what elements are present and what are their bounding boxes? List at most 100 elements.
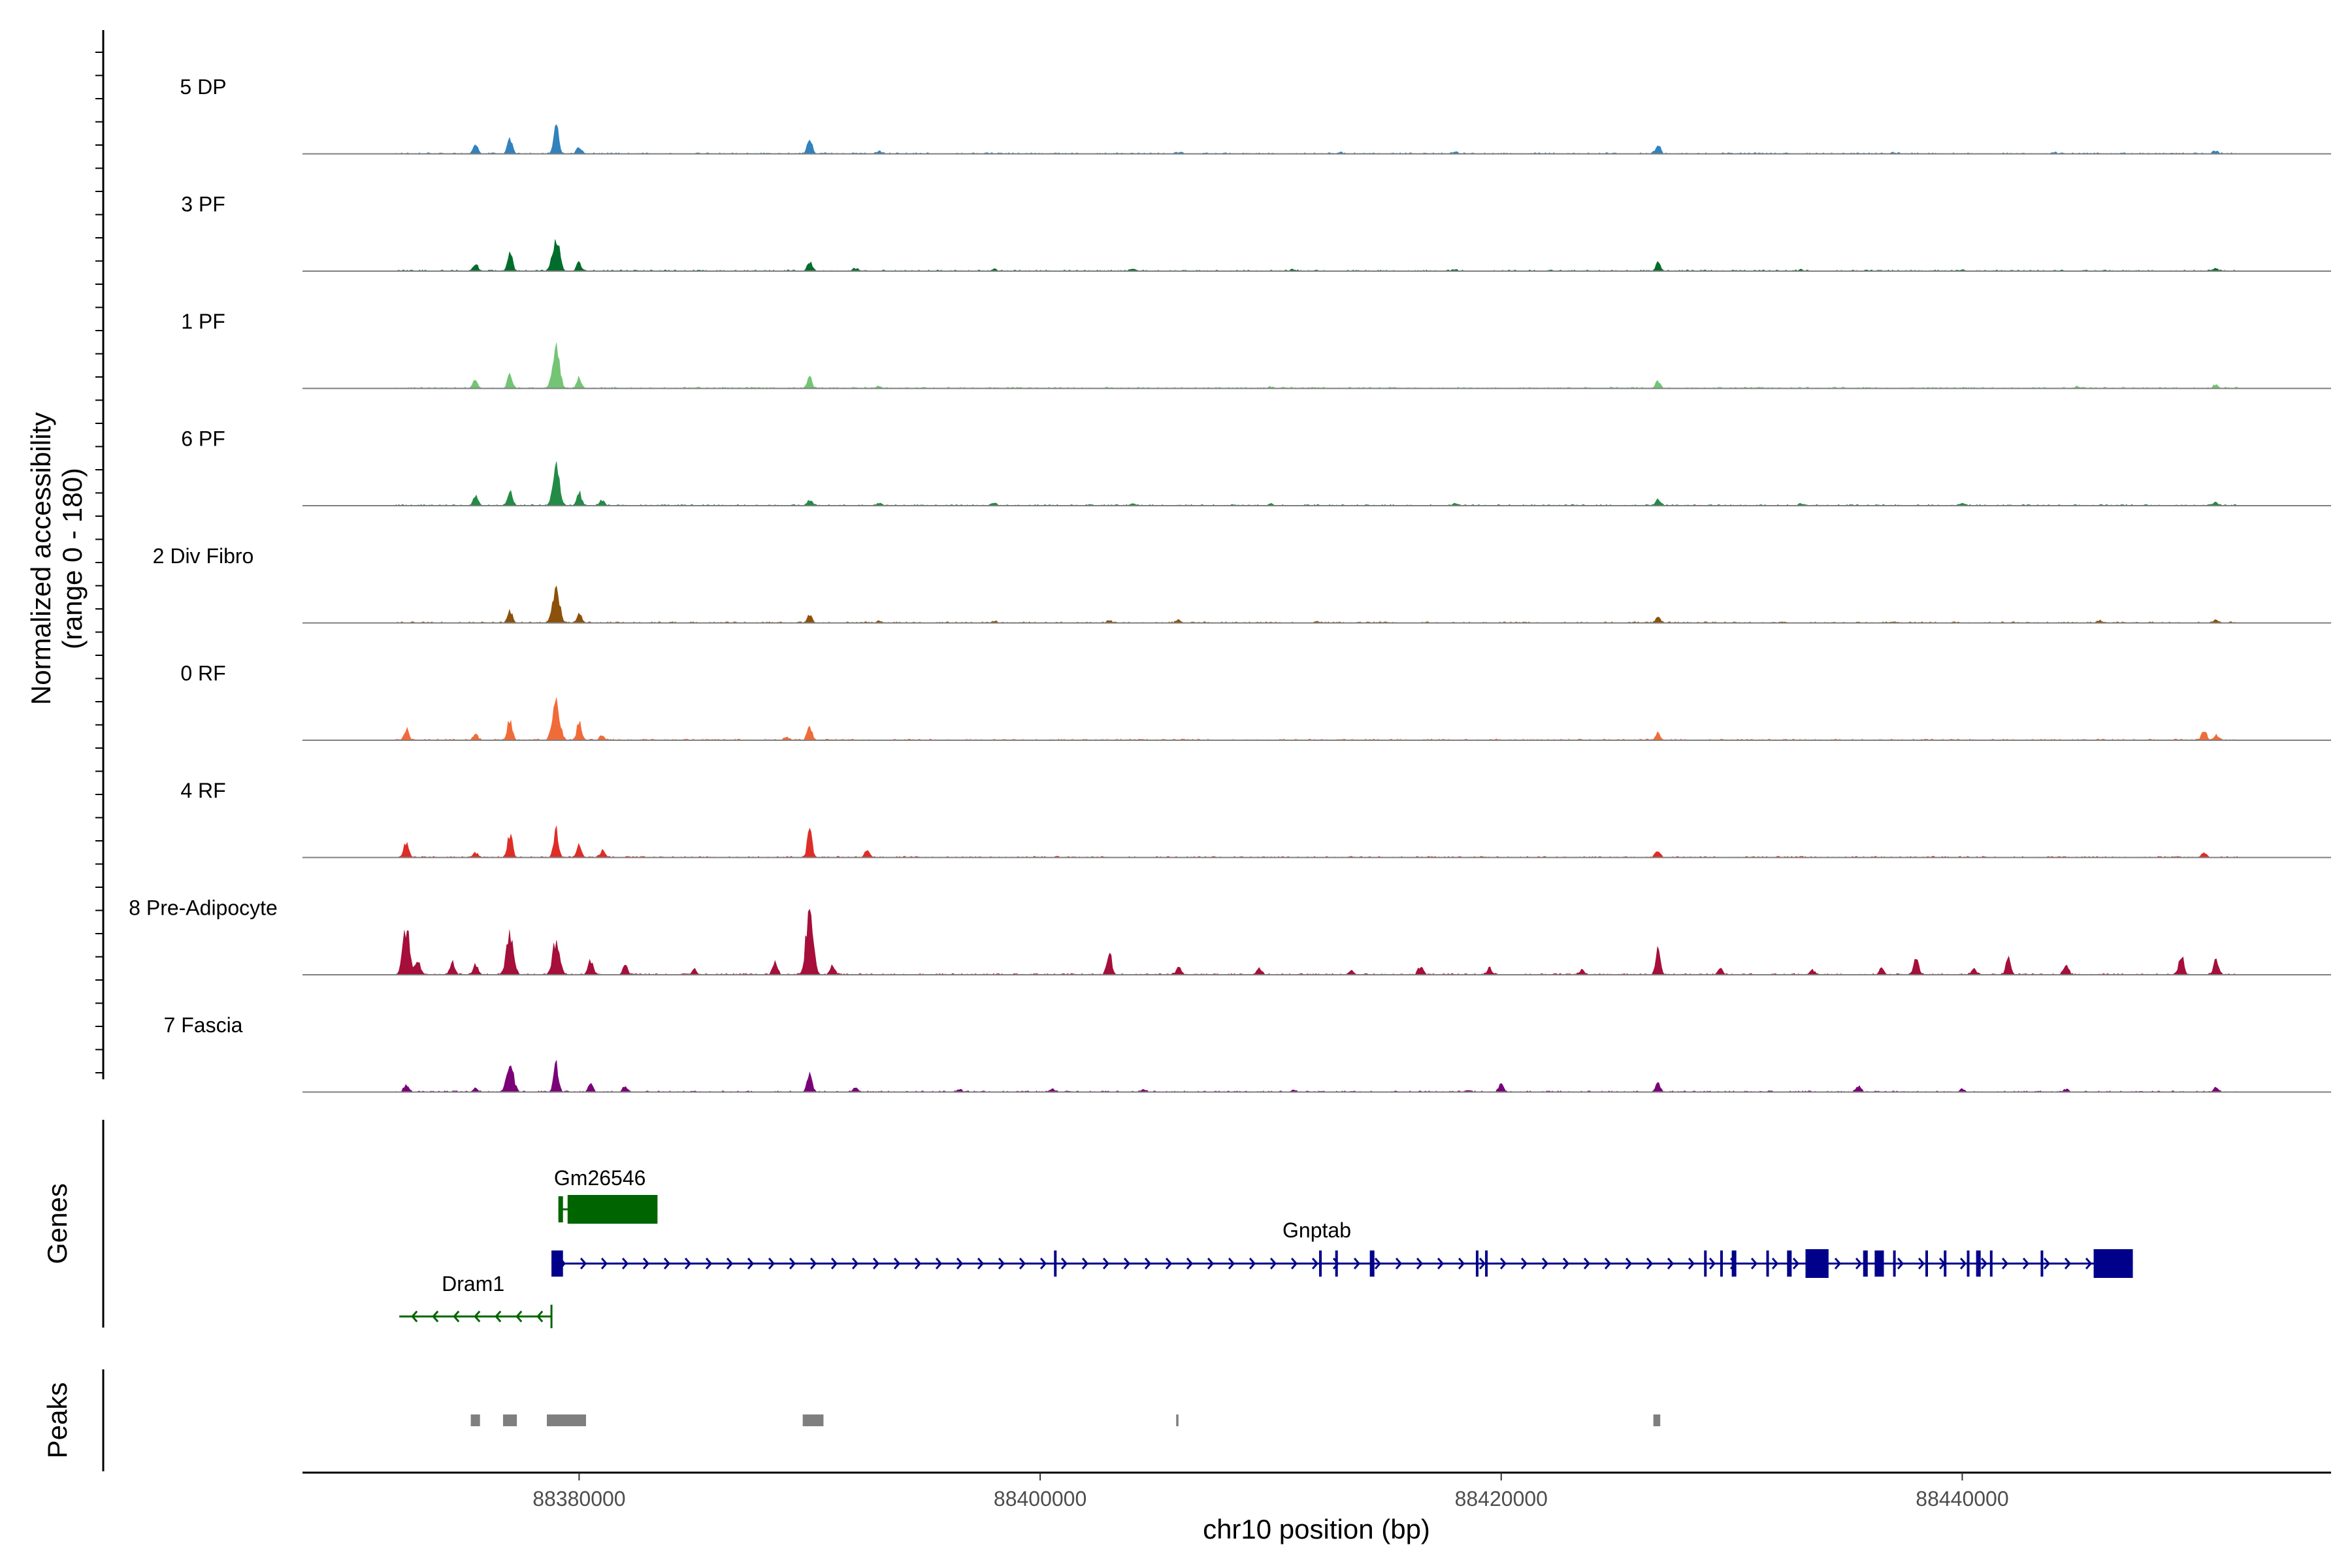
coverage-y-ticks [95,52,103,1073]
coverage-area [395,585,2239,623]
strand-chevron [515,1311,523,1322]
strand-chevron [1458,1258,1465,1269]
strand-chevron [872,1258,880,1269]
gene-exon [1054,1250,1057,1277]
track-label: 1 PF [181,310,225,333]
strand-chevron [1520,1258,1528,1269]
strand-chevron [809,1258,817,1269]
gene-exon [1893,1250,1896,1277]
strand-chevron [2022,1258,2030,1269]
gene-exon [1485,1250,1488,1277]
strand-chevron [474,1311,481,1322]
peaks-panel-label: Peaks [42,1382,73,1459]
gene-exon [1944,1250,1947,1277]
genes-panel-label: Genes [42,1183,73,1264]
strand-chevron [1541,1258,1549,1269]
track-label: 8 Pre-Adipocyte [129,896,278,920]
strand-chevron [977,1258,985,1269]
strand-chevron [956,1258,964,1269]
track-4-rf: 4 RF [180,779,2331,858]
strand-chevron [1897,1258,1904,1269]
track-label: 3 PF [181,193,225,216]
gene-exon [1766,1250,1769,1277]
gene-label: Dram1 [442,1272,504,1296]
peak-region [1176,1414,1179,1426]
strand-chevron [1834,1258,1842,1269]
coverage-tracks: 5 DP 3 PF 1 PF 6 PF 2 Div Fibro 0 RF 4 RF 8 Pre… [129,75,2331,1093]
gene-exon [1720,1250,1723,1277]
strand-chevron [1688,1258,1695,1269]
track-7-fascia: 7 Fascia [164,1013,2331,1093]
strand-chevron [1060,1258,1068,1269]
strand-chevron [2001,1258,2009,1269]
strand-chevron [1374,1258,1382,1269]
strand-chevron [1332,1258,1340,1269]
gene-label: Gm26546 [554,1166,646,1190]
strand-chevron [1123,1258,1131,1269]
track-label: 5 DP [180,75,226,99]
strand-chevron [1186,1258,1194,1269]
strand-chevron [1771,1258,1779,1269]
strand-chevron [789,1258,796,1269]
gene-gnptab: Gnptab [551,1218,2133,1278]
coverage-area [395,239,2239,272]
strand-chevron [1708,1258,1716,1269]
x-tick-label: 88400000 [994,1487,1086,1511]
peak-region [1653,1414,1661,1426]
gene-exon [1863,1250,1868,1277]
strand-chevron [663,1258,671,1269]
track-8-pre-adipocyte: 8 Pre-Adipocyte [129,896,2331,975]
gene-gm26546: Gm26546 [554,1166,658,1224]
gene-exon [1704,1250,1707,1277]
strand-chevron [453,1311,460,1322]
strand-chevron [1395,1258,1403,1269]
strand-chevron [1081,1258,1089,1269]
strand-chevron [1959,1258,1967,1269]
strand-chevron [1269,1258,1277,1269]
track-1-pf: 1 PF [181,310,2331,389]
strand-chevron [684,1258,692,1269]
peak-region [802,1414,824,1426]
track-5-dp: 5 DP [180,75,2331,155]
track-3-pf: 3 PF [181,193,2331,272]
strand-chevron [1478,1258,1486,1269]
gene-label: Gnptab [1282,1218,1351,1242]
coverage-area [394,697,2239,741]
peak-region [502,1414,517,1426]
strand-chevron [1499,1258,1507,1269]
x-tick-label: 88380000 [532,1487,625,1511]
strand-chevron [621,1258,629,1269]
strand-chevron [600,1258,608,1269]
coverage-y-axis-title-line1: Normalized accessibility [25,412,56,705]
strand-chevron [1562,1258,1570,1269]
gene-exon [2093,1249,2133,1278]
gene-exon [1874,1250,1884,1277]
strand-chevron [495,1311,502,1322]
strand-chevron [1792,1258,1800,1269]
x-tick-label: 88420000 [1455,1487,1548,1511]
gene-exon [1805,1249,1829,1278]
strand-chevron [1311,1258,1319,1269]
peak-region [470,1414,480,1426]
strand-chevron [1750,1258,1758,1269]
gene-exon [1787,1250,1792,1277]
strand-chevron [580,1258,587,1269]
gene-exon [2040,1250,2044,1277]
strand-chevron [747,1258,755,1269]
x-tick-label: 88440000 [1916,1487,2008,1511]
strand-chevron [1165,1258,1173,1269]
track-label: 4 RF [180,779,225,802]
strand-chevron [726,1258,734,1269]
track-0-rf: 0 RF [180,662,2331,741]
gene-exon [1989,1250,1993,1277]
gene-exon [1731,1250,1737,1277]
strand-chevron [432,1311,439,1322]
track-label: 7 Fascia [164,1013,243,1037]
strand-chevron [893,1258,901,1269]
track-label: 2 Div Fibro [153,544,254,568]
gene-exon [1967,1250,1970,1277]
strand-chevron [2085,1258,2093,1269]
strand-chevron [1625,1258,1633,1269]
gene-annotation-track: Gm26546 Gnptab Dram1 [399,1166,2133,1328]
